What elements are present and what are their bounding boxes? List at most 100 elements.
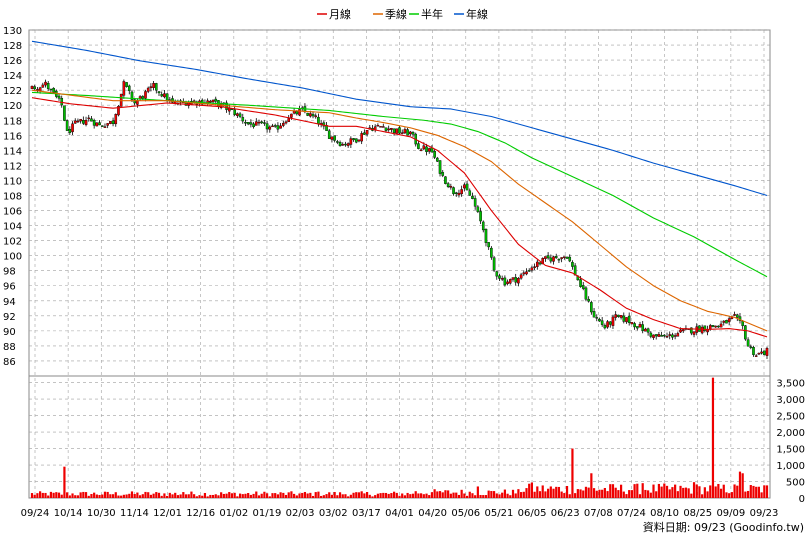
candle-body [49, 88, 53, 91]
candle [284, 120, 288, 125]
volume-bar [455, 492, 458, 498]
volume-bar [506, 493, 509, 498]
volume-bar [68, 495, 71, 498]
candle-body [284, 121, 288, 124]
volume-bar [338, 492, 342, 498]
candle [684, 325, 688, 331]
candle-body [560, 257, 563, 259]
candle [84, 116, 88, 127]
date-tick-label: 04/20 [418, 508, 447, 519]
candle [536, 259, 539, 270]
candle-body [209, 100, 212, 103]
candle [263, 119, 266, 126]
volume-bar [95, 494, 98, 498]
candle-body [354, 138, 358, 143]
volume-bar [490, 491, 493, 498]
candle [590, 300, 593, 315]
volume-bar [149, 494, 152, 498]
volume-bar [47, 495, 50, 498]
volume-bar [387, 493, 390, 498]
candle-body [600, 320, 604, 325]
candle-body [473, 198, 477, 207]
volume-bar [71, 493, 74, 498]
date-tick-label: 09/09 [716, 508, 745, 519]
candle-body [295, 111, 299, 115]
volume-bar [760, 492, 763, 498]
candle-body [114, 114, 118, 125]
volume-tick-label: 0 [799, 494, 805, 505]
candle-body [719, 323, 723, 328]
candle [652, 334, 655, 340]
price-tick-label: 116 [3, 131, 22, 142]
price-tick-label: 92 [3, 312, 16, 323]
candle-body [471, 195, 474, 199]
candle-body [468, 190, 472, 196]
candle [503, 275, 507, 287]
date-tick-label: 05/06 [451, 508, 480, 519]
volume-bar [649, 492, 652, 498]
candle [538, 262, 542, 266]
candle [492, 256, 496, 273]
volume-bar [30, 493, 34, 498]
date-tick-label: 11/14 [120, 508, 149, 519]
candle-body [708, 325, 712, 330]
volume-bar [176, 495, 180, 498]
candle-body [82, 120, 85, 124]
candle-body [33, 86, 37, 90]
price-tick-label: 86 [3, 357, 16, 368]
candle-body [717, 325, 720, 328]
volume-bar [157, 492, 161, 498]
volume-bar [395, 492, 398, 498]
candle [611, 314, 615, 330]
volume-bar [752, 485, 755, 498]
candle [400, 129, 404, 135]
candle-body [360, 133, 363, 142]
volume-bar [438, 491, 442, 498]
candle [236, 112, 239, 118]
candle [409, 130, 412, 137]
volume-bar [484, 495, 488, 498]
volume-bar [525, 488, 528, 498]
volume-bar [636, 483, 639, 498]
source-label: 資料日期: 09/23 (Goodinfo.tw) [643, 520, 804, 534]
candle [268, 125, 272, 133]
volume-bar [168, 492, 171, 498]
volume-bar [101, 494, 104, 498]
candle [406, 127, 409, 136]
volume-bar [555, 486, 558, 498]
volume-bar [730, 492, 733, 498]
ma-halfyear-line [31, 91, 768, 278]
candle-body [357, 139, 361, 142]
candle-body [338, 142, 342, 146]
volume-bar [590, 473, 593, 498]
volume-bar [449, 493, 452, 498]
volume-bar [333, 491, 336, 498]
candle-body [765, 347, 769, 356]
candle-body [568, 256, 572, 262]
volume-bar [228, 492, 231, 498]
date-tick-label: 12/01 [153, 508, 182, 519]
candle [735, 313, 739, 322]
candle-body [127, 85, 131, 91]
volume-bar [690, 493, 693, 498]
volume-bar [576, 489, 579, 498]
volume-bar [382, 492, 385, 498]
volume-bar [341, 494, 344, 498]
candle-body [403, 129, 407, 134]
candle [103, 123, 107, 128]
candle [754, 354, 758, 357]
volume-bar [136, 492, 139, 498]
candle-body [163, 93, 166, 98]
candle [584, 286, 588, 302]
candle [465, 180, 469, 191]
price-tick-label: 104 [3, 222, 22, 233]
candle [592, 308, 596, 318]
candle [495, 270, 499, 280]
volume-bar [120, 495, 123, 498]
volume-bar [420, 493, 423, 498]
candle [109, 121, 112, 125]
volume-bar [209, 494, 212, 498]
candle [603, 323, 607, 330]
volume-bar [311, 495, 315, 498]
volume-bar [417, 493, 420, 498]
